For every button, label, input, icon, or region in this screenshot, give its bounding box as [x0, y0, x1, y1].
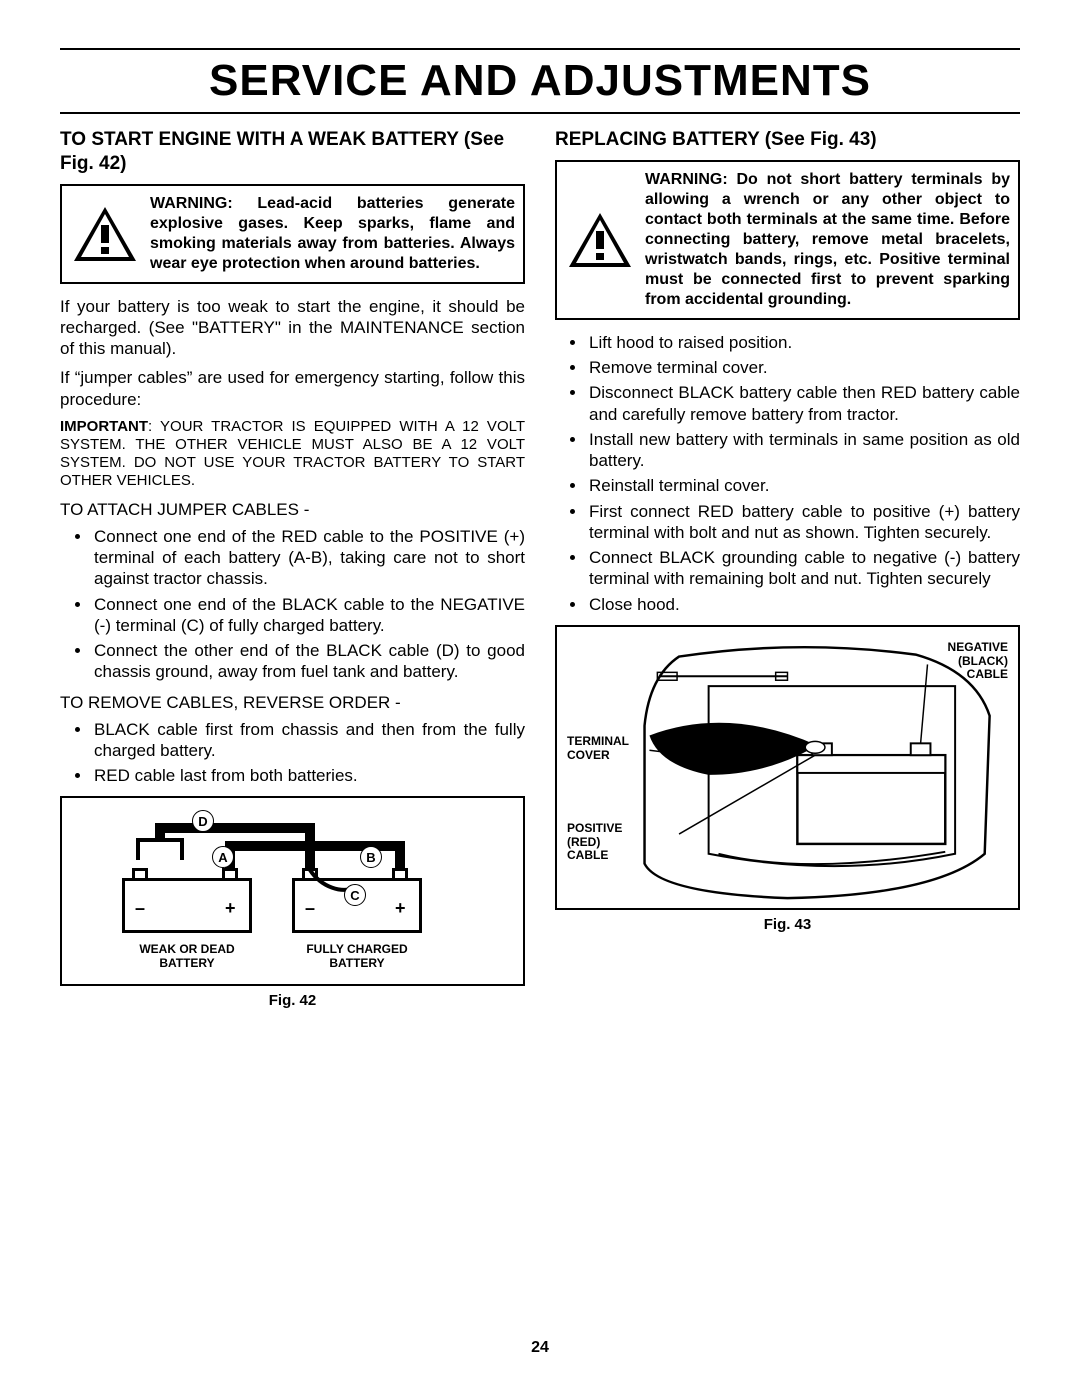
list-item: Connect the other end of the BLACK cable… — [92, 640, 525, 683]
neg-label: NEGATIVE (BLACK) CABLE — [948, 641, 1008, 682]
warning-icon — [565, 170, 635, 310]
under-title-rule — [60, 112, 1020, 114]
right-column: REPLACING BATTERY (See Fig. 43) WARNING:… — [555, 128, 1020, 1009]
list-item: Connect BLACK grounding cable to negativ… — [587, 547, 1020, 590]
warning-icon — [70, 194, 140, 274]
attach-head: TO ATTACH JUMPER CABLES - — [60, 500, 525, 520]
list-item: Connect one end of the BLACK cable to th… — [92, 594, 525, 637]
page-title: SERVICE AND ADJUSTMENTS — [60, 56, 1020, 106]
figure-43: NEGATIVE (BLACK) CABLE TERMINAL COVER PO… — [555, 625, 1020, 910]
warning-label: WARNING — [150, 195, 227, 212]
cover-label: TERMINAL COVER — [567, 735, 629, 763]
remove-list: BLACK cable first from chassis and then … — [60, 719, 525, 787]
list-item: Connect one end of the RED cable to the … — [92, 526, 525, 590]
remove-head: TO REMOVE CABLES, REVERSE ORDER - — [60, 693, 525, 713]
right-heading: REPLACING BATTERY (See Fig. 43) — [555, 128, 1020, 152]
page-number: 24 — [0, 1339, 1080, 1357]
top-rule — [60, 48, 1020, 50]
left-warning-text: WARNING: Lead-acid batteries gen­erate e… — [150, 194, 515, 274]
left-warning-box: WARNING: Lead-acid batteries gen­erate e… — [60, 184, 525, 284]
list-item: Close hood. — [587, 594, 1020, 615]
list-item: Disconnect BLACK battery cable then RED … — [587, 382, 1020, 425]
list-item: RED cable last from both batteries. — [92, 765, 525, 786]
list-item: First connect RED battery cable to posit… — [587, 501, 1020, 544]
right-warning-text: WARNING: Do not short battery termi­nals… — [645, 170, 1010, 310]
fig42-caption: Fig. 42 — [60, 992, 525, 1009]
important-label: IMPORTANT — [60, 418, 148, 435]
left-p2: If “jumper cables” are used for emergenc… — [60, 367, 525, 410]
figure-42: – + – + D A B C WEAK OR DEAD BATTERY FU — [60, 796, 525, 986]
right-warning-box: WARNING: Do not short battery termi­nals… — [555, 160, 1020, 320]
left-heading: TO START ENGINE WITH A WEAK BATTERY (See… — [60, 128, 525, 176]
left-p1: If your battery is too weak to start the… — [60, 296, 525, 360]
list-item: Install new battery with terminals in sa… — [587, 429, 1020, 472]
charged-label: FULLY CHARGED BATTERY — [292, 943, 422, 971]
attach-list: Connect one end of the RED cable to the … — [60, 526, 525, 683]
list-item: Lift hood to raised position. — [587, 332, 1020, 353]
steps-list: Lift hood to raised position. Remove ter… — [555, 332, 1020, 615]
list-item: Remove terminal cover. — [587, 357, 1020, 378]
list-item: BLACK cable first from chassis and then … — [92, 719, 525, 762]
fig43-caption: Fig. 43 — [555, 916, 1020, 933]
pos-label: POSITIVE (RED) CABLE — [567, 822, 622, 863]
list-item: Reinstall terminal cover. — [587, 475, 1020, 496]
weak-label: WEAK OR DEAD BATTERY — [122, 943, 252, 971]
left-important: IMPORTANT: YOUR TRACTOR IS EQUIPPED WITH… — [60, 418, 525, 490]
left-column: TO START ENGINE WITH A WEAK BATTERY (See… — [60, 128, 525, 1009]
two-column-layout: TO START ENGINE WITH A WEAK BATTERY (See… — [60, 128, 1020, 1009]
